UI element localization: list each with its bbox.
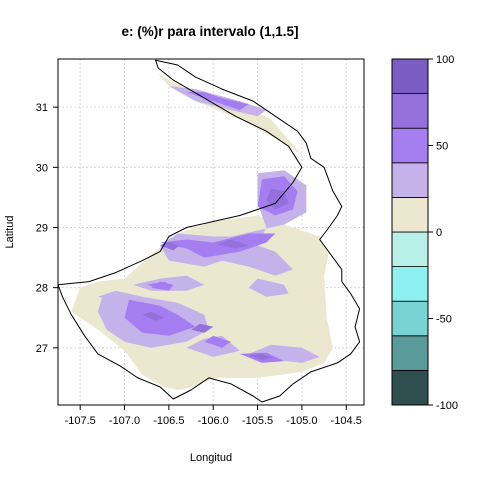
contour-regions [71,74,334,390]
y-axis: 27 28 29 30 31 [36,102,58,355]
x-tick-label: -104.5 [331,415,362,427]
map-panel: -107.5 -107.0 -106.5 -106.0 -105.5 -105.0 -104… [36,58,365,427]
colorbar-swatch [391,369,429,406]
colorbar-swatch [391,266,429,302]
y-tick-label: 28 [36,283,48,295]
state-outline [57,59,361,403]
contour-region [133,275,205,291]
x-tick-label: -105.0 [286,415,317,427]
y-tick-label: 27 [36,343,48,355]
colorbar-tick-label: -100 [436,400,458,412]
colorbar-swatch [391,335,429,371]
contour-region [142,311,165,321]
colorbar-swatch [391,58,429,94]
chart-title: e: (%)r para intervalo (1,1.5] [121,24,298,39]
colorbar-swatch [391,300,429,337]
contour-region [204,335,231,348]
contour-region [217,239,249,249]
plot-frame [57,58,365,406]
colorbar-swatch [391,231,429,267]
contour-region [248,353,274,360]
y-tick-label: 30 [36,162,48,174]
contour-region [160,233,276,258]
y-tick-label: 29 [36,222,48,234]
colorbar-tick-label: -50 [436,314,452,326]
region-boundary [57,59,361,403]
y-tick-label: 31 [36,102,48,114]
colorbar-swatch [391,127,429,164]
colorbar-swatch [391,196,429,233]
x-tick-label: -106.5 [153,415,184,427]
colorbar-tick-label: 0 [436,227,442,239]
contour-region [248,278,289,297]
x-axis-label: Longitud [190,452,232,464]
x-tick-label: -105.5 [242,415,273,427]
colorbar: -100 -50 0 50 100 [391,54,458,412]
colorbar-swatch [391,93,429,129]
colorbar-tick-label: 50 [436,141,448,153]
x-tick-label: -106.0 [198,415,229,427]
y-axis-label: Latitud [4,215,16,248]
x-tick-label: -107.5 [65,415,96,427]
x-axis: -107.5 -107.0 -106.5 -106.0 -105.5 -105.0 -104… [65,405,362,427]
contour-region [248,344,320,363]
contour-region [151,281,174,291]
contour-region [191,323,214,333]
colorbar-swatch [391,162,429,198]
x-tick-label: -107.0 [109,415,140,427]
colorbar-tick-label: 100 [436,54,454,66]
